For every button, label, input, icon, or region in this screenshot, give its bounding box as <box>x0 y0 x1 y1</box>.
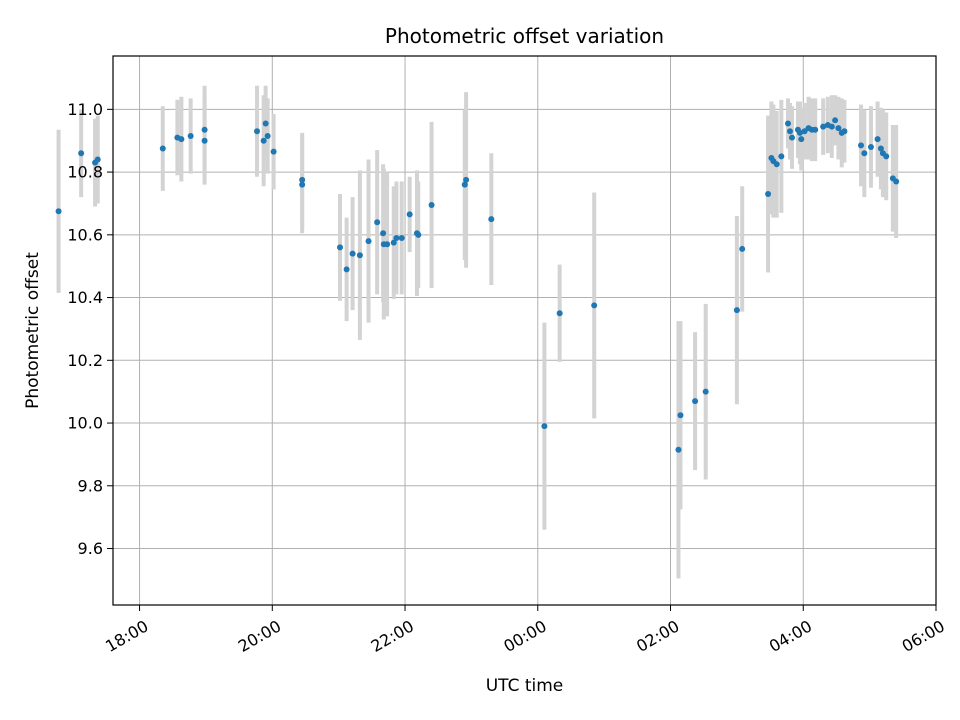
data-point <box>788 134 795 141</box>
data-point <box>270 148 277 155</box>
data-point <box>773 161 780 168</box>
data-point <box>733 307 740 314</box>
data-point <box>260 137 267 144</box>
data-point <box>349 250 356 257</box>
data-point <box>739 245 746 252</box>
chart-title: Photometric offset variation <box>385 24 664 48</box>
data-point <box>812 126 819 133</box>
data-point <box>365 238 372 245</box>
data-point <box>765 191 772 198</box>
data-points <box>55 117 900 453</box>
data-point <box>861 150 868 157</box>
data-point <box>380 230 387 237</box>
data-point <box>299 181 306 188</box>
data-point <box>336 244 343 251</box>
data-point <box>877 145 884 152</box>
data-point <box>893 178 900 185</box>
data-point <box>692 398 699 405</box>
y-tick-label: 9.8 <box>78 476 103 495</box>
data-point <box>841 128 848 135</box>
plot-frame <box>112 55 937 606</box>
data-point <box>264 132 271 139</box>
data-point <box>541 423 548 430</box>
data-point <box>94 156 101 163</box>
data-point <box>78 150 85 157</box>
y-tick-label: 9.6 <box>78 539 103 558</box>
data-point <box>384 241 391 248</box>
x-axis-label: UTC time <box>486 676 564 696</box>
data-point <box>55 208 62 215</box>
data-point <box>406 211 413 218</box>
y-tick-label: 10.6 <box>67 225 103 244</box>
y-tick-label: 10.0 <box>67 414 103 433</box>
data-point <box>398 234 405 241</box>
data-point <box>201 137 208 144</box>
data-point <box>343 266 350 273</box>
y-tick-label: 10.2 <box>67 351 103 370</box>
data-point <box>374 219 381 226</box>
data-point <box>428 202 435 209</box>
data-point <box>201 126 208 133</box>
y-tick-label: 10.4 <box>67 288 103 307</box>
data-point <box>187 132 194 139</box>
y-tick-label: 10.8 <box>67 163 103 182</box>
data-point <box>835 125 842 132</box>
data-point <box>675 446 682 453</box>
data-point <box>461 181 468 188</box>
y-axis-label: Photometric offset <box>23 252 43 409</box>
data-point <box>254 128 261 135</box>
data-point <box>883 153 890 160</box>
data-point <box>796 129 803 136</box>
y-axis: 9.6 9.8 10.0 10.2 10.4 10.6 10.8 11.0 <box>67 100 113 558</box>
grid <box>113 56 937 605</box>
data-point <box>702 388 709 395</box>
data-point <box>867 143 874 150</box>
data-point <box>798 136 805 143</box>
y-tick-label: 11.0 <box>67 100 103 119</box>
data-point <box>356 252 363 259</box>
data-point <box>784 120 791 127</box>
data-point <box>677 412 684 419</box>
data-point <box>393 234 400 241</box>
data-point <box>556 310 563 317</box>
data-point <box>178 136 185 143</box>
data-point <box>159 145 166 152</box>
data-point <box>390 239 397 246</box>
data-point <box>828 123 835 130</box>
data-point <box>299 176 306 183</box>
data-point <box>858 142 865 149</box>
data-point <box>488 216 495 223</box>
data-point <box>786 128 793 135</box>
data-point <box>415 231 422 238</box>
data-point <box>778 153 785 160</box>
data-point <box>262 120 269 127</box>
data-point <box>820 123 827 130</box>
data-point <box>832 117 839 124</box>
data-point <box>463 176 470 183</box>
data-point <box>591 302 598 309</box>
data-point <box>874 136 881 143</box>
